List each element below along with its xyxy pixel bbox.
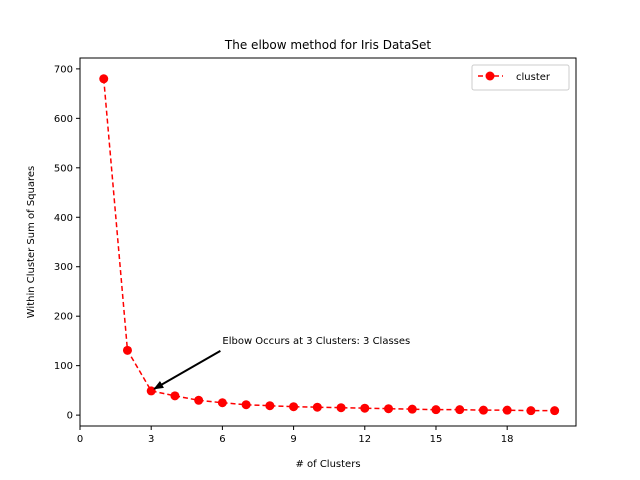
x-tick-label: 3 — [148, 434, 154, 445]
data-point — [265, 401, 275, 411]
data-point — [99, 74, 109, 84]
legend: cluster — [471, 64, 570, 91]
y-axis-title: Within Cluster Sum of Squares — [26, 166, 37, 319]
legend-frame — [471, 64, 570, 91]
data-point — [170, 391, 180, 401]
y-tick-label: 300 — [54, 262, 73, 273]
plot-area: 0 3 6 9 12 15 18 0 100 200 300 400 500 600 700 Elbow Oc… — [54, 64, 560, 445]
chart-title: The elbow method for Iris DataSet — [224, 38, 431, 52]
data-point — [289, 402, 299, 412]
x-tick-label: 12 — [358, 434, 371, 445]
annotation-arrow — [153, 350, 221, 390]
legend-marker — [485, 71, 495, 81]
data-point — [194, 395, 204, 405]
data-point — [336, 403, 346, 413]
data-point — [455, 405, 465, 415]
data-point — [502, 405, 512, 415]
data-point — [407, 404, 417, 414]
x-axis-title: # of Clusters — [295, 459, 360, 470]
y-tick-label: 0 — [67, 411, 73, 422]
x-tick-label: 6 — [219, 434, 225, 445]
y-tick-label: 100 — [54, 361, 73, 372]
data-point — [122, 345, 132, 355]
y-tick-label: 500 — [54, 163, 73, 174]
data-point — [478, 405, 488, 415]
data-point — [526, 406, 536, 416]
data-point — [550, 406, 560, 416]
x-tick-label: 9 — [290, 434, 296, 445]
x-tick-label: 18 — [501, 434, 514, 445]
plot-frame — [79, 57, 577, 427]
data-point — [241, 400, 251, 410]
annotation-text: Elbow Occurs at 3 Clusters: 3 Classes — [222, 336, 410, 347]
y-tick-label: 700 — [54, 64, 73, 75]
legend-label: cluster — [516, 72, 551, 83]
data-point — [217, 398, 227, 408]
data-point — [384, 404, 394, 414]
series-line-cluster — [102, 78, 555, 412]
x-tick-label: 15 — [430, 434, 443, 445]
y-tick-label: 600 — [54, 114, 73, 125]
data-point — [360, 403, 370, 413]
x-tick-label: 0 — [77, 434, 83, 445]
y-tick-label: 200 — [54, 312, 73, 323]
y-tick-label: 400 — [54, 213, 73, 224]
data-point — [312, 402, 322, 412]
data-point — [431, 405, 441, 415]
